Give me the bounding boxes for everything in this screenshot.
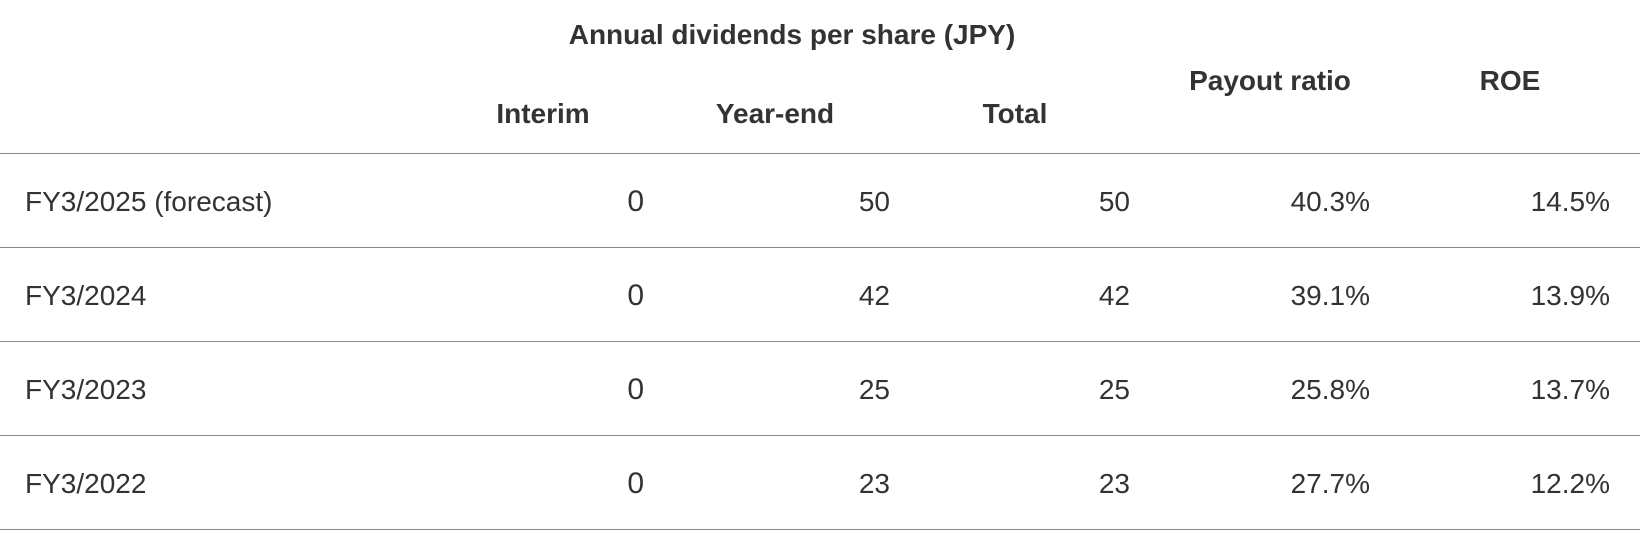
row-label: FY3/2025 (forecast)	[25, 186, 273, 217]
cell-roe: 12.2%	[1530, 468, 1610, 499]
cell-total: 23	[1098, 468, 1130, 499]
row-divider	[0, 341, 1640, 342]
row-divider	[0, 247, 1640, 248]
row-label: FY3/2024	[25, 280, 147, 311]
column-header-interim: Interim	[496, 98, 590, 129]
table-row: FY3/2025 (forecast) 0 50 50 40.3% 14.5%	[0, 154, 1640, 250]
cell-total: 25	[1098, 374, 1130, 405]
cell-interim: 0	[627, 279, 644, 312]
row-label: FY3/2022	[25, 468, 147, 499]
cell-year-end: 23	[858, 468, 890, 499]
header-divider	[0, 153, 1640, 154]
cell-interim: 0	[627, 185, 644, 218]
cell-roe: 13.7%	[1530, 374, 1610, 405]
table-row: FY3/2024 0 42 42 39.1% 13.9%	[0, 248, 1640, 344]
cell-payout-ratio: 39.1%	[1290, 280, 1370, 311]
cell-year-end: 50	[858, 186, 890, 217]
cell-interim: 0	[627, 373, 644, 406]
table-row: FY3/2023 0 25 25 25.8% 13.7%	[0, 342, 1640, 438]
cell-total: 42	[1098, 280, 1130, 311]
cell-interim: 0	[627, 467, 644, 500]
column-header-roe: ROE	[1479, 65, 1541, 96]
cell-roe: 14.5%	[1530, 186, 1610, 217]
cell-year-end: 25	[858, 374, 890, 405]
cell-total: 50	[1098, 186, 1130, 217]
row-divider	[0, 529, 1640, 530]
cell-payout-ratio: 25.8%	[1290, 374, 1370, 405]
cell-payout-ratio: 40.3%	[1290, 186, 1370, 217]
column-header-year-end: Year-end	[715, 98, 835, 129]
column-header-payout-ratio: Payout ratio	[1189, 65, 1351, 96]
column-header-total: Total	[982, 98, 1048, 129]
cell-roe: 13.9%	[1530, 280, 1610, 311]
row-label: FY3/2023	[25, 374, 147, 405]
table-row: FY3/2022 0 23 23 27.7% 12.2%	[0, 436, 1640, 532]
group-header-annual-dividends: Annual dividends per share (JPY)	[568, 19, 1016, 50]
cell-payout-ratio: 27.7%	[1290, 468, 1370, 499]
cell-year-end: 42	[858, 280, 890, 311]
row-divider	[0, 435, 1640, 436]
